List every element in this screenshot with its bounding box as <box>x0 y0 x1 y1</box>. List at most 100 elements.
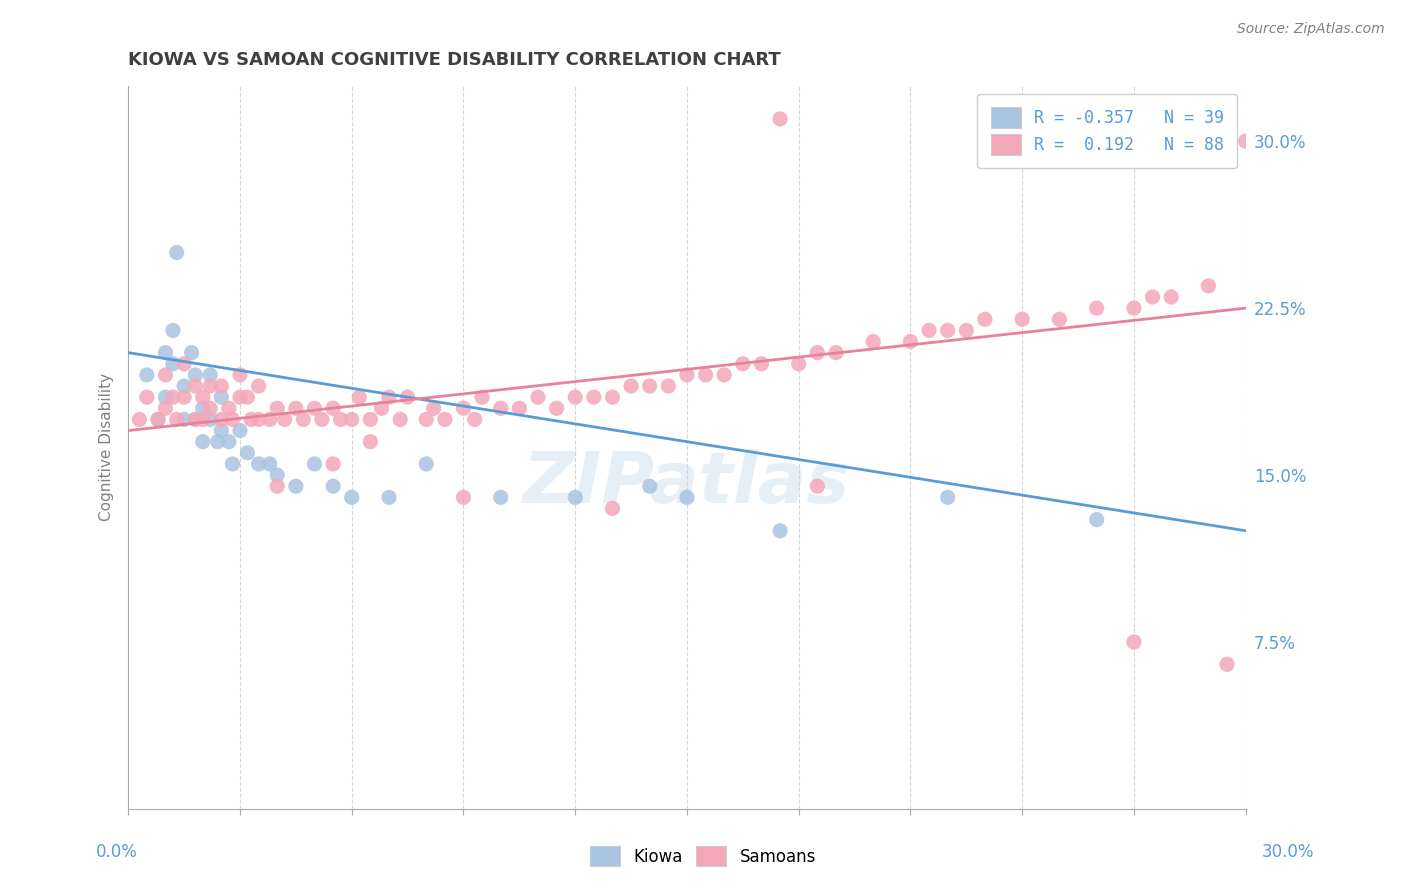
Point <box>602 501 624 516</box>
Point <box>209 379 232 393</box>
Point <box>146 412 169 426</box>
Point <box>1160 290 1182 304</box>
Point <box>638 379 661 393</box>
Point <box>564 491 586 505</box>
Point <box>620 379 643 393</box>
Point <box>236 390 259 404</box>
Point <box>198 379 221 393</box>
Point <box>370 401 392 416</box>
Point <box>240 412 263 426</box>
Point <box>415 412 437 426</box>
Point <box>191 390 214 404</box>
Point <box>236 446 259 460</box>
Point <box>259 457 281 471</box>
Point <box>155 368 177 382</box>
Point <box>955 323 977 337</box>
Point <box>508 401 530 416</box>
Legend: Kiowa, Samoans: Kiowa, Samoans <box>582 838 824 875</box>
Point <box>806 345 828 359</box>
Point <box>173 412 195 426</box>
Point <box>489 401 512 416</box>
Point <box>974 312 997 326</box>
Point <box>751 357 773 371</box>
Point <box>340 412 363 426</box>
Point <box>389 412 412 426</box>
Point <box>415 457 437 471</box>
Point <box>191 434 214 449</box>
Point <box>311 412 333 426</box>
Point <box>180 345 202 359</box>
Point <box>453 401 475 416</box>
Point <box>769 112 792 126</box>
Point <box>489 491 512 505</box>
Point <box>266 479 288 493</box>
Point <box>378 390 401 404</box>
Point <box>1085 301 1108 315</box>
Point <box>184 368 207 382</box>
Text: ZIPatlas: ZIPatlas <box>523 449 851 518</box>
Point <box>209 412 232 426</box>
Point <box>266 401 288 416</box>
Point <box>166 245 188 260</box>
Point <box>247 412 270 426</box>
Text: Source: ZipAtlas.com: Source: ZipAtlas.com <box>1237 22 1385 37</box>
Point <box>184 412 207 426</box>
Point <box>146 412 169 426</box>
Text: 0.0%: 0.0% <box>96 843 138 861</box>
Point <box>221 412 243 426</box>
Point <box>769 524 792 538</box>
Point <box>471 390 494 404</box>
Point <box>247 457 270 471</box>
Point <box>695 368 717 382</box>
Point <box>209 390 232 404</box>
Point <box>1122 301 1144 315</box>
Point <box>900 334 922 349</box>
Point <box>676 491 699 505</box>
Point <box>1122 635 1144 649</box>
Point <box>564 390 586 404</box>
Point <box>340 491 363 505</box>
Point <box>347 390 370 404</box>
Point <box>155 401 177 416</box>
Point <box>135 368 157 382</box>
Point <box>198 401 221 416</box>
Legend: R = -0.357   N = 39, R =  0.192   N = 88: R = -0.357 N = 39, R = 0.192 N = 88 <box>977 94 1237 168</box>
Point <box>1085 513 1108 527</box>
Point <box>304 457 326 471</box>
Point <box>284 479 307 493</box>
Point <box>464 412 486 426</box>
Point <box>229 368 252 382</box>
Point <box>731 357 754 371</box>
Point <box>396 390 419 404</box>
Point <box>135 390 157 404</box>
Point <box>207 434 229 449</box>
Point <box>209 424 232 438</box>
Point <box>191 412 214 426</box>
Point <box>657 379 679 393</box>
Point <box>936 491 959 505</box>
Point <box>378 491 401 505</box>
Point <box>359 434 381 449</box>
Point <box>582 390 605 404</box>
Point <box>713 368 735 382</box>
Point <box>162 357 184 371</box>
Point <box>184 379 207 393</box>
Point <box>527 390 550 404</box>
Point <box>198 368 221 382</box>
Point <box>218 434 240 449</box>
Text: 30.0%: 30.0% <box>1263 843 1315 861</box>
Point <box>218 401 240 416</box>
Point <box>162 390 184 404</box>
Point <box>273 412 295 426</box>
Point <box>322 457 344 471</box>
Point <box>155 390 177 404</box>
Point <box>546 401 568 416</box>
Point <box>284 401 307 416</box>
Point <box>1197 278 1219 293</box>
Text: KIOWA VS SAMOAN COGNITIVE DISABILITY CORRELATION CHART: KIOWA VS SAMOAN COGNITIVE DISABILITY COR… <box>128 51 780 69</box>
Point <box>329 412 352 426</box>
Point <box>602 390 624 404</box>
Point <box>638 479 661 493</box>
Point <box>229 424 252 438</box>
Point <box>128 412 150 426</box>
